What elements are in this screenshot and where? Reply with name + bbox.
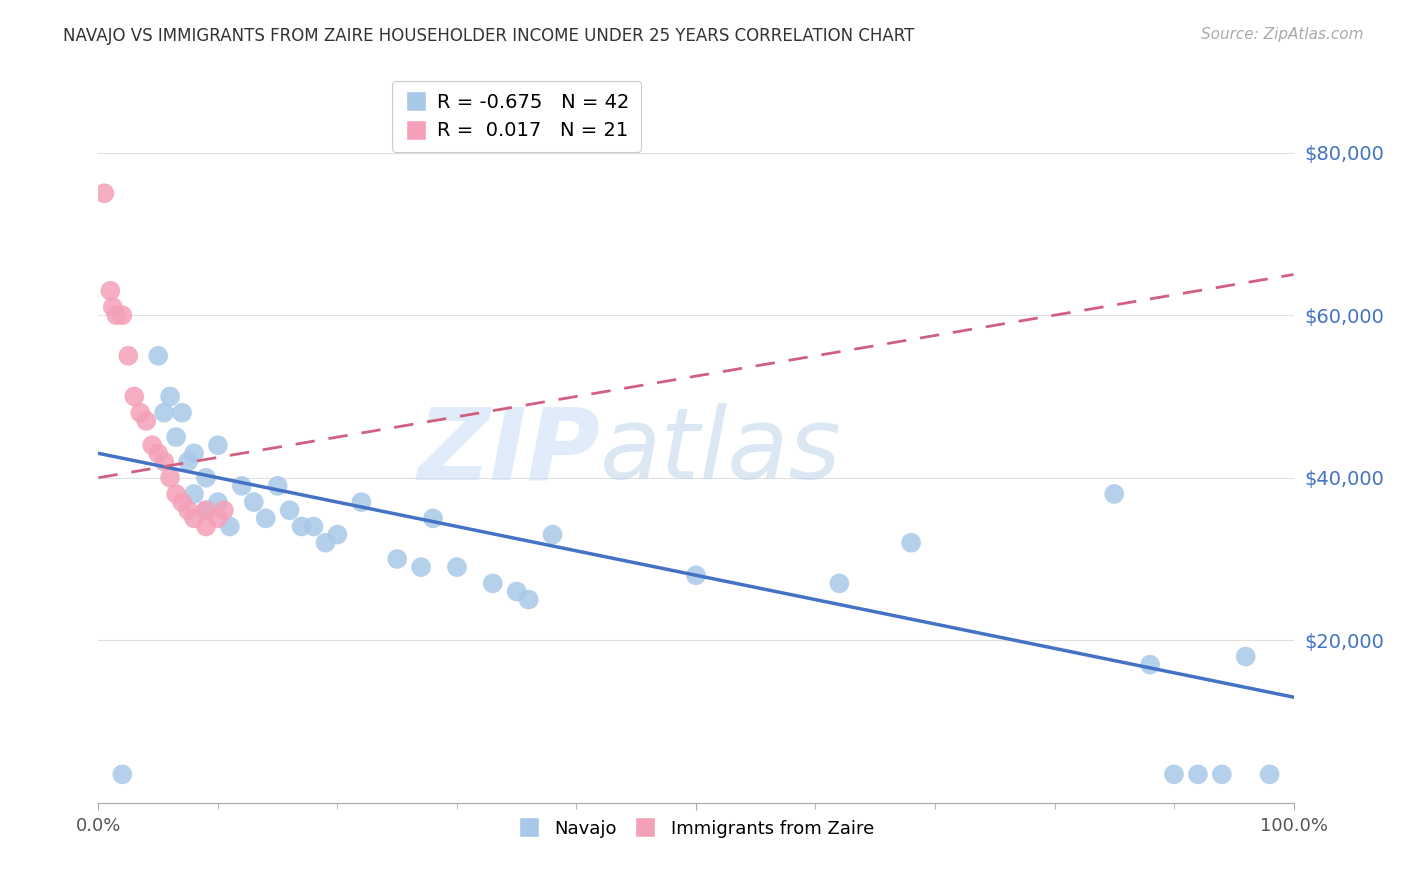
Point <box>231 479 253 493</box>
Point <box>195 471 218 485</box>
Point <box>411 560 433 574</box>
Text: Source: ZipAtlas.com: Source: ZipAtlas.com <box>1201 27 1364 42</box>
Point <box>900 535 922 549</box>
Point <box>1258 767 1281 781</box>
Point <box>159 471 181 485</box>
Point <box>117 349 139 363</box>
Text: ZIP: ZIP <box>418 403 600 500</box>
Point <box>385 552 409 566</box>
Point <box>1187 767 1209 781</box>
Point <box>153 406 176 420</box>
Point <box>172 406 194 420</box>
Point <box>195 503 218 517</box>
Point <box>517 592 540 607</box>
Point <box>207 511 229 525</box>
Point <box>1211 767 1233 781</box>
Point <box>207 495 229 509</box>
Point <box>315 535 337 549</box>
Point <box>135 414 157 428</box>
Point <box>165 487 187 501</box>
Point <box>291 519 314 533</box>
Point <box>506 584 529 599</box>
Point <box>302 519 325 533</box>
Point <box>177 454 200 468</box>
Point <box>828 576 851 591</box>
Point <box>148 446 170 460</box>
Point <box>177 503 200 517</box>
Legend: Navajo, Immigrants from Zaire: Navajo, Immigrants from Zaire <box>510 813 882 845</box>
Point <box>111 308 134 322</box>
Point <box>183 511 205 525</box>
Point <box>195 519 218 533</box>
Point <box>129 406 152 420</box>
Point <box>243 495 266 509</box>
Point <box>278 503 301 517</box>
Point <box>153 454 176 468</box>
Point <box>541 527 564 541</box>
Point <box>685 568 707 582</box>
Text: atlas: atlas <box>600 403 842 500</box>
Point <box>350 495 373 509</box>
Point <box>212 503 235 517</box>
Point <box>446 560 468 574</box>
Point <box>219 519 242 533</box>
Point <box>481 576 505 591</box>
Point <box>165 430 187 444</box>
Point <box>105 308 128 322</box>
Point <box>172 495 194 509</box>
Text: NAVAJO VS IMMIGRANTS FROM ZAIRE HOUSEHOLDER INCOME UNDER 25 YEARS CORRELATION CH: NAVAJO VS IMMIGRANTS FROM ZAIRE HOUSEHOL… <box>63 27 915 45</box>
Point <box>159 389 181 403</box>
Point <box>326 527 349 541</box>
Point <box>267 479 290 493</box>
Point <box>1163 767 1185 781</box>
Point <box>195 503 218 517</box>
Point <box>1139 657 1161 672</box>
Point <box>111 767 134 781</box>
Point <box>141 438 163 452</box>
Point <box>1104 487 1126 501</box>
Point <box>148 349 170 363</box>
Point <box>93 186 115 201</box>
Point <box>207 438 229 452</box>
Point <box>183 487 205 501</box>
Point <box>98 284 122 298</box>
Point <box>101 300 124 314</box>
Point <box>1234 649 1257 664</box>
Point <box>183 446 205 460</box>
Point <box>254 511 277 525</box>
Point <box>422 511 444 525</box>
Point <box>124 389 146 403</box>
